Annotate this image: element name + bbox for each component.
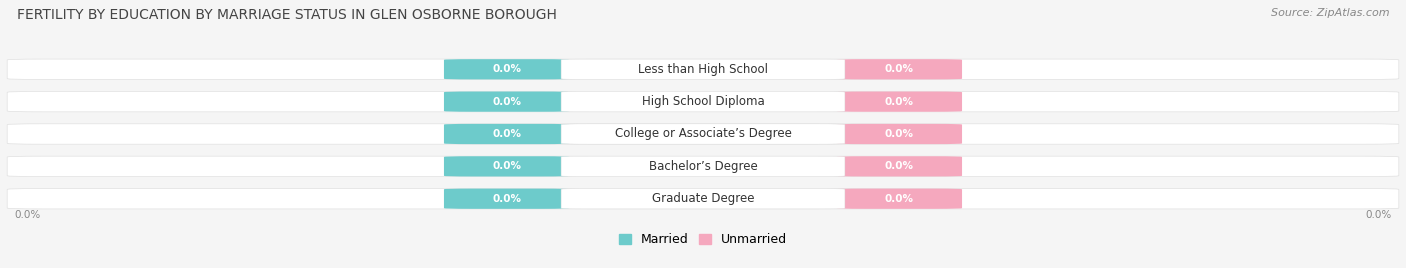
Text: FERTILITY BY EDUCATION BY MARRIAGE STATUS IN GLEN OSBORNE BOROUGH: FERTILITY BY EDUCATION BY MARRIAGE STATU… [17, 8, 557, 22]
Text: 0.0%: 0.0% [884, 161, 914, 171]
FancyBboxPatch shape [7, 188, 1399, 209]
FancyBboxPatch shape [444, 189, 569, 209]
Text: 0.0%: 0.0% [492, 161, 522, 171]
FancyBboxPatch shape [7, 91, 1399, 112]
Text: Graduate Degree: Graduate Degree [652, 192, 754, 205]
Text: 0.0%: 0.0% [884, 194, 914, 204]
Text: 0.0%: 0.0% [492, 194, 522, 204]
FancyBboxPatch shape [561, 189, 845, 209]
FancyBboxPatch shape [561, 124, 845, 144]
Text: 0.0%: 0.0% [492, 64, 522, 74]
Text: High School Diploma: High School Diploma [641, 95, 765, 108]
FancyBboxPatch shape [444, 124, 569, 144]
Text: Source: ZipAtlas.com: Source: ZipAtlas.com [1271, 8, 1389, 18]
FancyBboxPatch shape [7, 59, 1399, 80]
Text: 0.0%: 0.0% [884, 129, 914, 139]
FancyBboxPatch shape [837, 59, 962, 79]
FancyBboxPatch shape [444, 59, 569, 79]
FancyBboxPatch shape [7, 124, 1399, 144]
FancyBboxPatch shape [444, 156, 569, 177]
FancyBboxPatch shape [7, 156, 1399, 177]
FancyBboxPatch shape [561, 91, 845, 112]
Text: 0.0%: 0.0% [14, 210, 41, 220]
FancyBboxPatch shape [837, 124, 962, 144]
FancyBboxPatch shape [837, 91, 962, 112]
Text: College or Associate’s Degree: College or Associate’s Degree [614, 128, 792, 140]
FancyBboxPatch shape [444, 91, 569, 112]
Text: 0.0%: 0.0% [884, 64, 914, 74]
Text: 0.0%: 0.0% [1365, 210, 1392, 220]
Text: Bachelor’s Degree: Bachelor’s Degree [648, 160, 758, 173]
Legend: Married, Unmarried: Married, Unmarried [613, 228, 793, 251]
FancyBboxPatch shape [837, 156, 962, 177]
Text: Less than High School: Less than High School [638, 63, 768, 76]
FancyBboxPatch shape [837, 189, 962, 209]
Text: 0.0%: 0.0% [492, 97, 522, 107]
FancyBboxPatch shape [561, 59, 845, 79]
Text: 0.0%: 0.0% [492, 129, 522, 139]
Text: 0.0%: 0.0% [884, 97, 914, 107]
FancyBboxPatch shape [561, 156, 845, 177]
